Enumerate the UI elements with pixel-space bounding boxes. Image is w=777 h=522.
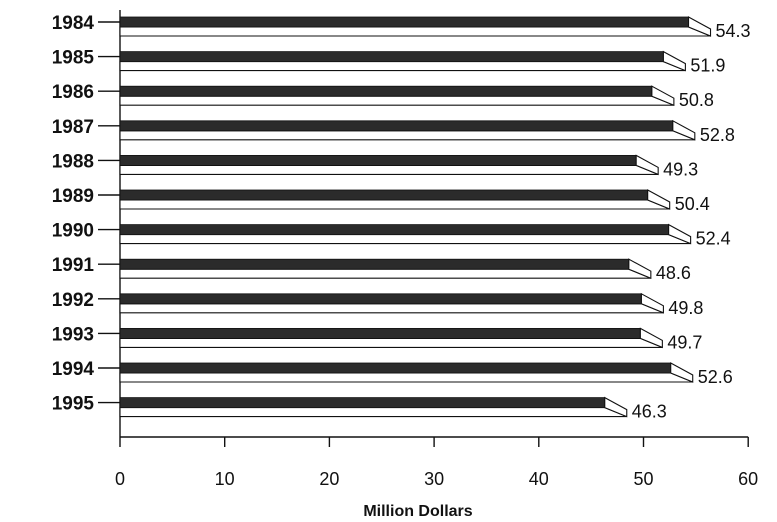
bar-face xyxy=(119,372,693,383)
bar-face xyxy=(119,199,670,210)
bar-end-cap xyxy=(628,258,652,280)
category-label: 1990 xyxy=(52,221,94,242)
chart-labels: 1984 54.3 1985 51.9 1986 50.8 1987 52.8 1988 49.3… xyxy=(52,13,751,422)
bar-face xyxy=(119,407,627,418)
value-label: 50.4 xyxy=(675,194,710,214)
bar xyxy=(119,16,689,28)
bar xyxy=(119,189,649,201)
x-tick-label: 0 xyxy=(115,469,125,489)
category-label: 1993 xyxy=(52,324,94,345)
bar-end-cap xyxy=(647,189,671,210)
bar-end-cap xyxy=(604,396,628,418)
category-label: 1988 xyxy=(52,151,94,172)
value-label: 49.8 xyxy=(668,298,703,318)
category-label: 1987 xyxy=(52,117,94,138)
value-label: 52.6 xyxy=(698,367,733,387)
value-label: 52.4 xyxy=(696,229,731,249)
bar xyxy=(119,120,674,132)
x-tick-label: 50 xyxy=(633,469,653,489)
value-label: 50.8 xyxy=(679,90,714,110)
bar-face xyxy=(119,234,691,245)
x-tick-label: 10 xyxy=(215,469,235,489)
x-tick-label: 20 xyxy=(319,469,339,489)
bar-end-cap xyxy=(670,362,694,383)
bar xyxy=(119,85,653,97)
bar-face xyxy=(119,26,711,37)
x-axis-title: Million Dollars xyxy=(363,503,472,520)
value-label: 49.3 xyxy=(663,159,698,179)
value-label: 51.9 xyxy=(690,56,725,76)
bar xyxy=(119,224,670,236)
value-label: 52.8 xyxy=(700,125,735,145)
bar-face xyxy=(119,130,696,141)
bar xyxy=(119,293,642,305)
bar-face xyxy=(119,337,663,348)
category-label: 1984 xyxy=(52,13,95,34)
bar xyxy=(119,327,641,339)
bar-end-cap xyxy=(640,292,664,314)
bar xyxy=(119,362,672,374)
category-label: 1985 xyxy=(52,48,95,69)
bar-end-cap xyxy=(662,50,686,72)
bar xyxy=(119,258,630,270)
bar xyxy=(119,397,606,409)
chart-bars xyxy=(119,16,712,418)
bar-face xyxy=(119,268,652,279)
bar-face xyxy=(119,95,675,106)
category-label: 1994 xyxy=(52,359,95,380)
value-label: 46.3 xyxy=(632,402,667,422)
x-tick-label: 30 xyxy=(424,469,444,489)
bar xyxy=(119,154,637,166)
category-label: 1989 xyxy=(52,186,94,207)
x-tick-label: 40 xyxy=(529,469,549,489)
bar-face xyxy=(119,61,686,72)
bar-end-cap xyxy=(668,223,692,245)
x-tick-label: 60 xyxy=(738,469,758,489)
value-label: 54.3 xyxy=(716,21,751,41)
bar-face xyxy=(119,164,659,175)
bar-end-cap xyxy=(687,16,712,37)
bar-face xyxy=(119,303,664,314)
category-label: 1991 xyxy=(52,255,95,276)
bar xyxy=(119,51,664,62)
bar-end-cap xyxy=(651,85,675,107)
bar-end-cap xyxy=(635,154,659,176)
bar-end-cap xyxy=(672,119,696,141)
category-label: 1986 xyxy=(52,82,94,103)
category-label: 1995 xyxy=(52,394,95,415)
bar-end-cap xyxy=(639,327,663,349)
value-label: 49.7 xyxy=(667,332,702,352)
chart-axes: 0 10 20 30 40 50 60 xyxy=(98,10,758,489)
category-label: 1992 xyxy=(52,290,94,311)
value-label: 48.6 xyxy=(656,263,691,283)
